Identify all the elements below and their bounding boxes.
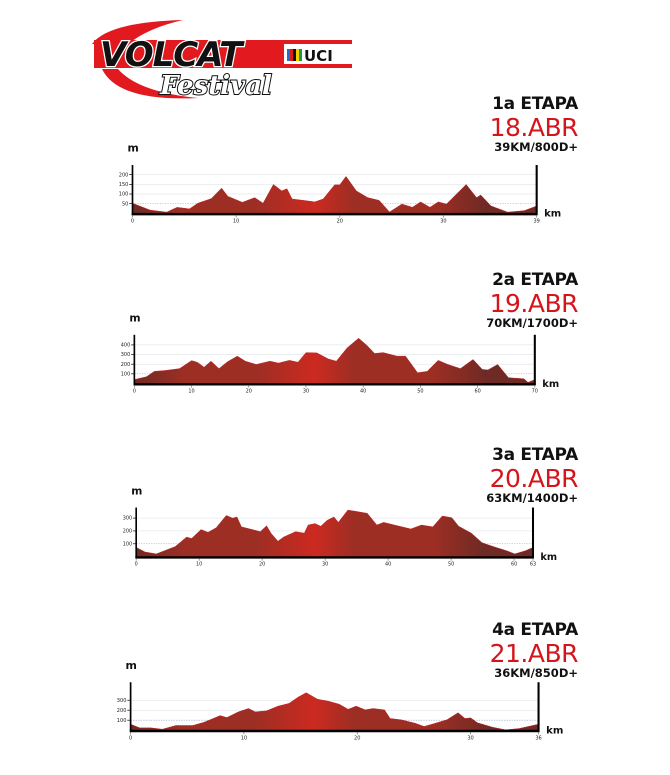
x-tick-label: 10 [196, 562, 202, 568]
y-tick-label: 100 [121, 371, 130, 377]
x-tick-label: 63 [530, 562, 536, 568]
elevation-outline [132, 175, 537, 214]
x-tick-label: 20 [259, 562, 265, 568]
stage-summary: 36KM/850D+ [494, 666, 578, 680]
x-tick-label: 10 [233, 219, 239, 225]
stage-header: 1a ETAPA 18.ABR 39KM/800D+ [489, 94, 579, 154]
y-tick-label: 200 [123, 529, 132, 535]
x-tick-label: 40 [360, 389, 366, 395]
elevation-outline [135, 509, 534, 557]
y-tick-label: 100 [123, 541, 132, 547]
svg-text:Festival: Festival [159, 71, 272, 101]
stage-date: 19.ABR [489, 289, 579, 318]
x-tick-label: 36 [535, 735, 541, 741]
volcat-festival-logo: VOLCAT UCI Festival [92, 20, 352, 102]
y-tick-label: 100 [119, 192, 129, 198]
y-axis-label: m [129, 312, 140, 325]
svg-text:UCI: UCI [304, 47, 333, 65]
y-tick-label: 300 [117, 698, 127, 704]
y-axis-label: m [131, 484, 142, 497]
stage-summary: 70KM/1700D+ [486, 316, 578, 330]
elevation-profile-chart: 100 200 300 0 10 20 30 36 m km [117, 659, 564, 742]
x-axis-label: km [544, 209, 561, 220]
x-tick-label: 20 [337, 219, 343, 225]
x-tick-label: 30 [303, 389, 309, 395]
x-tick-label: 30 [467, 735, 473, 741]
x-tick-label: 10 [188, 389, 194, 395]
elevation-outline [134, 337, 536, 384]
x-tick-label: 20 [354, 735, 360, 741]
stage-title: 1a ETAPA [492, 94, 578, 114]
y-tick-label: 50 [122, 201, 128, 207]
stage-header: 4a ETAPA 21.ABR 36KM/850D+ [489, 620, 579, 680]
elevation-area [136, 510, 533, 557]
stage-header: 2a ETAPA 19.ABR 70KM/1700D+ [486, 272, 578, 330]
x-tick-label: 0 [135, 562, 138, 568]
stage-date: 21.ABR [489, 639, 579, 668]
x-axis-label: km [546, 726, 563, 737]
x-tick-label: 70 [532, 389, 538, 395]
elevation-area [130, 692, 539, 731]
x-tick-label: 50 [417, 389, 423, 395]
stage-date: 18.ABR [489, 113, 579, 142]
y-tick-label: 400 [121, 343, 130, 349]
y-axis-label: m [128, 142, 139, 155]
elevation-area [132, 176, 537, 214]
x-tick-label: 0 [133, 389, 136, 395]
elevation-profile-chart: 100 200 300 0 10 20 30 40 50 60 63 m km [123, 484, 557, 568]
x-tick-label: 0 [129, 735, 132, 741]
svg-text:VOLCAT: VOLCAT [100, 35, 245, 75]
x-axis-label: km [540, 552, 557, 563]
stage-date: 20.ABR [489, 464, 579, 493]
y-tick-label: 150 [119, 182, 129, 188]
x-tick-label: 10 [241, 735, 247, 741]
stage-summary: 39KM/800D+ [494, 140, 578, 154]
x-axis-label: km [542, 379, 559, 390]
y-tick-label: 100 [117, 718, 127, 724]
y-tick-label: 200 [121, 362, 130, 368]
stage-header: 3a ETAPA 20.ABR 63KM/1400D+ [486, 447, 578, 505]
stage-title: 4a ETAPA [492, 620, 578, 640]
elevation-profile-chart: 50 100 150 200 0 10 20 30 39 m km [119, 142, 561, 225]
elevation-profile-chart: 100 200 300 400 0 10 20 30 40 50 60 70 m km [121, 312, 559, 395]
x-tick-label: 30 [440, 219, 446, 225]
y-tick-label: 300 [123, 516, 132, 522]
x-tick-label: 30 [322, 562, 328, 568]
x-tick-label: 20 [246, 389, 252, 395]
x-tick-label: 0 [131, 219, 134, 225]
stage-summary: 63KM/1400D+ [486, 491, 578, 505]
y-tick-label: 300 [121, 352, 130, 358]
x-tick-label: 60 [474, 389, 480, 395]
x-tick-label: 40 [385, 562, 391, 568]
x-tick-label: 39 [533, 219, 539, 225]
stage-title: 3a ETAPA [492, 445, 578, 465]
x-tick-label: 50 [448, 562, 454, 568]
y-tick-label: 200 [119, 172, 129, 178]
y-tick-label: 200 [117, 708, 127, 714]
x-tick-label: 60 [511, 562, 517, 568]
stage-title: 2a ETAPA [492, 270, 578, 290]
elevation-outline [130, 692, 539, 731]
y-axis-label: m [126, 659, 137, 672]
